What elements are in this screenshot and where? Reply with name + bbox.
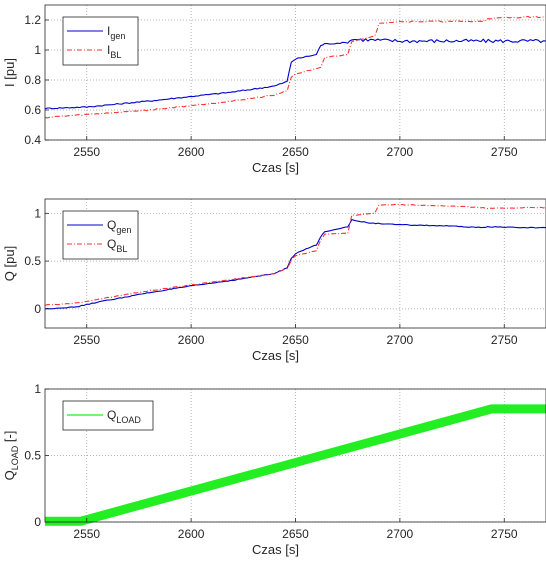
legend-entry: Qgen [107,218,131,235]
series-line [44,203,546,306]
legend-box [62,210,139,260]
y-tick-label: 0 [34,302,41,316]
x-tick-label: 2650 [282,145,309,159]
y-tick-label: 1 [34,206,41,220]
series-line [44,15,546,119]
x-tick-label: 2700 [387,527,414,541]
y-tick-label: 1 [34,382,41,396]
y-tick-label: 0.4 [24,133,41,147]
chart-1: 2550 2600 2650 2700 2750 0.4 0.6 0.8 1 1.2 Czas [s… [2,4,546,175]
y-tick-label: 0 [34,515,41,529]
y-tick-label: 0.5 [24,254,41,268]
x-tick-label: 2750 [491,145,518,159]
x-tick-label: 2700 [387,333,414,347]
x-tick-label: 2600 [178,145,205,159]
y-tick-label: 0.5 [24,449,41,463]
legend-entry: QBL [107,237,127,254]
y-tick-label: 1 [34,43,41,57]
y-tick-label: 0.6 [24,103,41,117]
x-tick-label: 2550 [73,527,100,541]
x-tick-label: 2550 [73,333,100,347]
y-axis-label: Q [pu] [2,246,17,281]
series-line [44,219,546,310]
chart-3: 2550 2600 2650 2700 2750 0 0.5 1 Czas [s] QLOAD [… [2,382,546,557]
legend-entry: IBL [107,43,121,60]
y-tick-label: 1.2 [24,13,41,27]
x-tick-label: 2600 [178,527,205,541]
x-tick-label: 2750 [491,527,518,541]
legend-box [62,16,139,66]
legend: QLOAD [62,400,154,431]
chart-2: 2550 2600 2650 2700 2750 0 0.5 1 Czas [s] Q [pu] Q… [2,198,546,363]
y-tick-label: 0.8 [24,73,41,87]
x-tick-label: 2700 [387,145,414,159]
legend: Igen IBL [62,16,139,66]
series-line [45,404,546,526]
x-tick-label: 2650 [282,333,309,347]
legend-entry: Igen [107,24,125,41]
legend: Qgen QBL [62,210,139,260]
legend-entry: QLOAD [107,408,141,425]
series-line [44,38,546,110]
y-axis-label: QLOAD [-] [2,431,20,481]
x-tick-label: 2550 [73,145,100,159]
x-tick-label: 2650 [282,527,309,541]
x-tick-label: 2750 [491,333,518,347]
y-axis-label: I [pu] [2,58,17,87]
x-axis-label: Czas [s] [252,542,299,557]
x-axis-label: Czas [s] [252,348,299,363]
x-tick-label: 2600 [178,333,205,347]
x-axis-label: Czas [s] [252,160,299,175]
